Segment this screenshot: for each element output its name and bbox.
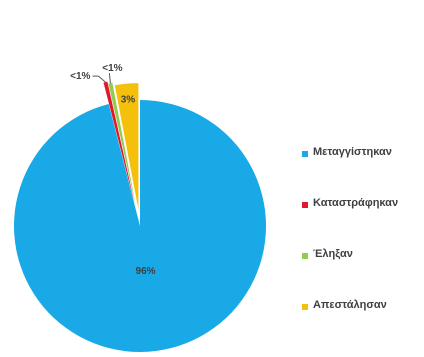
- data-label-destroyed: <1%: [70, 71, 90, 82]
- data-labels: 96% <1% <1% 3%: [70, 63, 155, 277]
- data-label-expired: <1%: [102, 63, 122, 74]
- legend-swatch: [302, 151, 308, 157]
- data-label-transfused: 96%: [136, 266, 156, 277]
- legend-label: Απεστάλησαν: [313, 299, 387, 311]
- legend: Μεταγγίστηκαν Καταστράφηκαν Έληξαν Απεστ…: [302, 146, 424, 350]
- slice-expired: [108, 82, 136, 207]
- legend-item-expired: Έληξαν: [302, 248, 424, 264]
- slice-destroyed: [103, 81, 135, 205]
- pie-slices: [13, 81, 266, 352]
- legend-item-sent: Απεστάλησαν: [302, 299, 424, 315]
- legend-swatch: [302, 253, 308, 259]
- leader-lines: [92, 72, 111, 84]
- legend-label: Έληξαν: [313, 248, 353, 260]
- leader-line-expired: [108, 72, 111, 84]
- slice-transfused: [13, 100, 266, 352]
- data-label-sent: 3%: [121, 95, 136, 106]
- legend-swatch: [302, 202, 308, 208]
- leader-line-destroyed: [92, 75, 106, 83]
- legend-item-transfused: Μεταγγίστηκαν: [302, 146, 424, 162]
- legend-label: Μεταγγίστηκαν: [313, 146, 392, 158]
- legend-item-destroyed: Καταστράφηκαν: [302, 197, 424, 213]
- legend-label: Καταστράφηκαν: [313, 197, 399, 209]
- legend-swatch: [302, 304, 308, 310]
- slice-sent: [114, 83, 139, 210]
